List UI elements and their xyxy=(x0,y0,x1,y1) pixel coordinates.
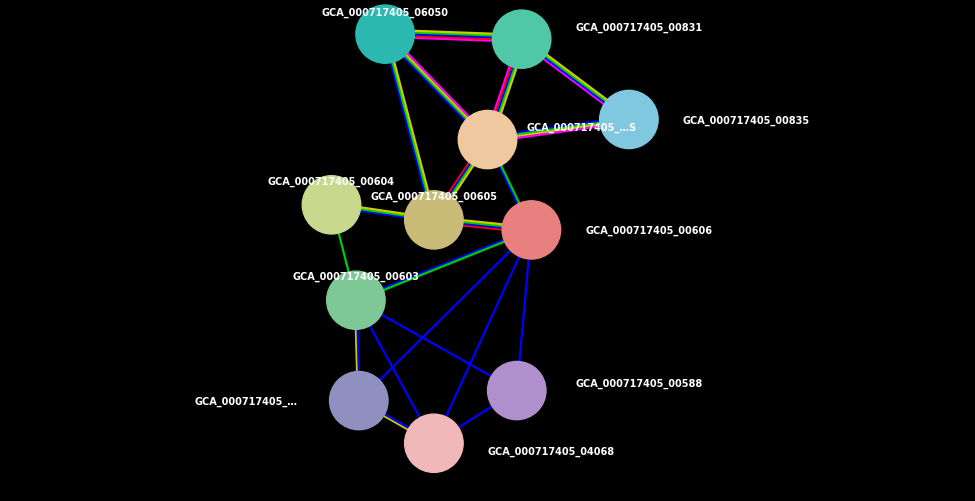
Ellipse shape xyxy=(330,372,388,430)
Ellipse shape xyxy=(600,91,658,149)
Text: GCA_000717405_00604: GCA_000717405_00604 xyxy=(268,176,395,186)
Text: GCA_000717405_00606: GCA_000717405_00606 xyxy=(585,225,712,235)
Text: GCA_000717405_…: GCA_000717405_… xyxy=(194,396,297,406)
Text: GCA_000717405_00831: GCA_000717405_00831 xyxy=(575,23,702,33)
Text: GCA_000717405_00588: GCA_000717405_00588 xyxy=(575,378,703,388)
Ellipse shape xyxy=(302,176,361,234)
Text: GCA_000717405_04068: GCA_000717405_04068 xyxy=(488,446,614,456)
Ellipse shape xyxy=(502,201,561,260)
Ellipse shape xyxy=(405,191,463,249)
Text: GCA_000717405_00835: GCA_000717405_00835 xyxy=(682,115,809,125)
Ellipse shape xyxy=(356,6,414,64)
Text: GCA_000717405_00605: GCA_000717405_00605 xyxy=(370,191,497,201)
Ellipse shape xyxy=(458,111,517,169)
Ellipse shape xyxy=(327,272,385,330)
Ellipse shape xyxy=(405,414,463,472)
Text: GCA_000717405_00603: GCA_000717405_00603 xyxy=(292,272,419,282)
Ellipse shape xyxy=(488,362,546,420)
Ellipse shape xyxy=(492,11,551,69)
Text: GCA_000717405_06050: GCA_000717405_06050 xyxy=(322,8,448,18)
Text: GCA_000717405_…S: GCA_000717405_…S xyxy=(526,123,637,133)
